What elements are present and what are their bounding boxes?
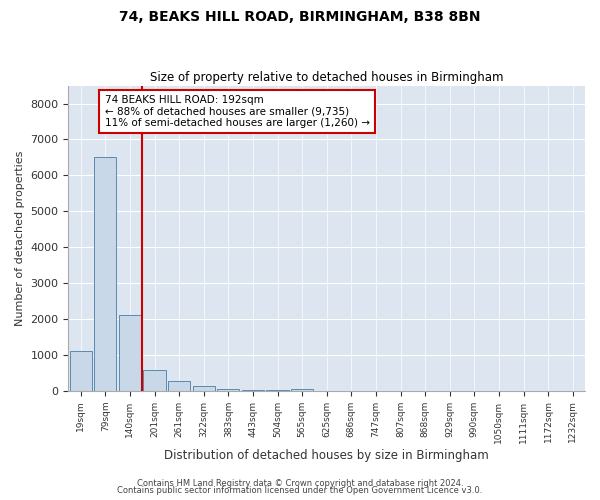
Bar xyxy=(70,351,92,391)
Bar xyxy=(94,158,116,390)
Bar xyxy=(291,389,313,390)
Title: Size of property relative to detached houses in Birmingham: Size of property relative to detached ho… xyxy=(150,72,503,85)
Bar xyxy=(193,386,215,390)
Bar xyxy=(143,370,166,390)
Y-axis label: Number of detached properties: Number of detached properties xyxy=(15,150,25,326)
Text: Contains HM Land Registry data © Crown copyright and database right 2024.: Contains HM Land Registry data © Crown c… xyxy=(137,478,463,488)
Bar xyxy=(217,388,239,390)
Text: 74, BEAKS HILL ROAD, BIRMINGHAM, B38 8BN: 74, BEAKS HILL ROAD, BIRMINGHAM, B38 8BN xyxy=(119,10,481,24)
X-axis label: Distribution of detached houses by size in Birmingham: Distribution of detached houses by size … xyxy=(164,450,489,462)
Bar xyxy=(119,316,141,390)
Text: 74 BEAKS HILL ROAD: 192sqm
← 88% of detached houses are smaller (9,735)
11% of s: 74 BEAKS HILL ROAD: 192sqm ← 88% of deta… xyxy=(104,95,370,128)
Bar xyxy=(168,380,190,390)
Text: Contains public sector information licensed under the Open Government Licence v3: Contains public sector information licen… xyxy=(118,486,482,495)
